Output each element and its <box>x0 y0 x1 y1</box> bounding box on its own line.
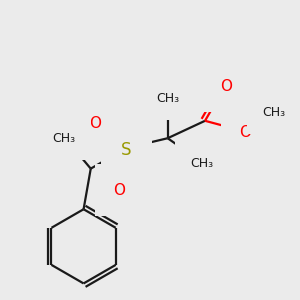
Text: S: S <box>121 141 132 159</box>
Text: O: O <box>239 125 251 140</box>
Text: O: O <box>113 183 125 198</box>
Text: O: O <box>89 116 101 130</box>
Text: CH₃: CH₃ <box>53 132 76 145</box>
Text: CH₃: CH₃ <box>156 92 179 105</box>
Text: CH₃: CH₃ <box>190 157 213 170</box>
Text: O: O <box>220 79 232 94</box>
Text: CH₃: CH₃ <box>262 106 285 119</box>
